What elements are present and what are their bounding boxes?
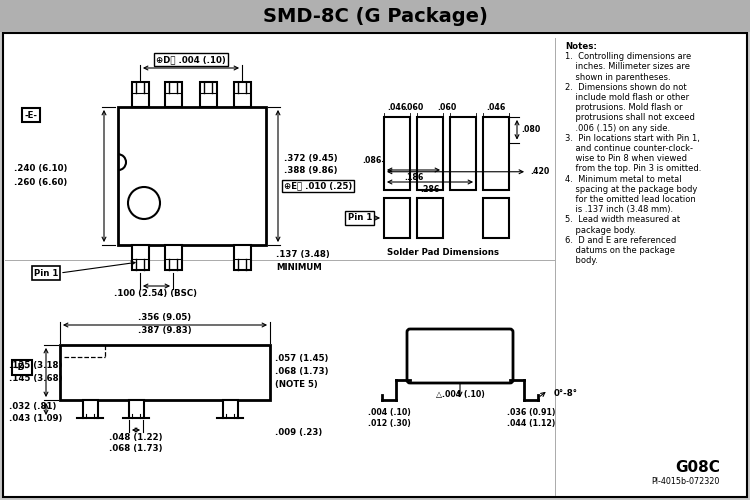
Text: wise to Pin 8 when viewed: wise to Pin 8 when viewed xyxy=(565,154,687,163)
Bar xyxy=(483,117,509,190)
Text: .100 (2.54) (BSC): .100 (2.54) (BSC) xyxy=(115,289,197,298)
Bar xyxy=(417,117,443,190)
Text: shown in parentheses.: shown in parentheses. xyxy=(565,72,670,82)
Text: 2.  Dimensions shown do not: 2. Dimensions shown do not xyxy=(565,83,687,92)
Bar xyxy=(450,117,476,190)
Text: .137 (3.48): .137 (3.48) xyxy=(276,250,330,260)
Bar xyxy=(83,400,98,418)
Text: Pin 1: Pin 1 xyxy=(34,268,58,278)
Text: .240 (6.10): .240 (6.10) xyxy=(14,164,68,173)
Text: PI-4015b-072320: PI-4015b-072320 xyxy=(652,478,720,486)
Bar xyxy=(234,82,251,107)
Text: Notes:: Notes: xyxy=(565,42,597,51)
Text: MINIMUM: MINIMUM xyxy=(276,262,322,272)
Text: (NOTE 5): (NOTE 5) xyxy=(275,380,318,389)
Text: package body.: package body. xyxy=(565,226,636,234)
Text: .387 (9.83): .387 (9.83) xyxy=(138,326,192,335)
Text: from the top. Pin 3 is omitted.: from the top. Pin 3 is omitted. xyxy=(565,164,701,173)
Text: .372 (9.45): .372 (9.45) xyxy=(284,154,338,162)
Text: .080: .080 xyxy=(521,126,540,134)
Text: .046: .046 xyxy=(486,103,506,112)
Bar xyxy=(483,198,509,238)
Text: .420: .420 xyxy=(530,167,549,176)
FancyBboxPatch shape xyxy=(407,329,513,383)
Text: is .137 inch (3.48 mm).: is .137 inch (3.48 mm). xyxy=(565,205,674,214)
Text: 3.  Pin locations start with Pin 1,: 3. Pin locations start with Pin 1, xyxy=(565,134,700,143)
Text: 5.  Lead width measured at: 5. Lead width measured at xyxy=(565,216,680,224)
Bar xyxy=(384,117,410,190)
Bar xyxy=(165,82,182,107)
Text: .060: .060 xyxy=(404,103,423,112)
Text: Pin 1: Pin 1 xyxy=(347,214,372,222)
Bar xyxy=(132,245,149,270)
Bar xyxy=(118,107,266,245)
Text: .125 (3.18): .125 (3.18) xyxy=(9,361,62,370)
Text: .068 (1.73): .068 (1.73) xyxy=(110,444,163,453)
Text: 4.  Minimum metal to metal: 4. Minimum metal to metal xyxy=(565,174,682,184)
Text: for the omitted lead location: for the omitted lead location xyxy=(565,195,696,204)
Text: -D-: -D- xyxy=(15,363,29,372)
Text: .286: .286 xyxy=(420,185,440,194)
Bar xyxy=(132,82,149,107)
Text: .145 (3.68): .145 (3.68) xyxy=(9,374,62,383)
Text: .043 (1.09): .043 (1.09) xyxy=(9,414,62,422)
Text: .068 (1.73): .068 (1.73) xyxy=(275,367,328,376)
Bar xyxy=(223,400,238,418)
Bar xyxy=(384,198,410,238)
Text: .006 (.15) on any side.: .006 (.15) on any side. xyxy=(565,124,670,132)
Bar xyxy=(234,245,251,270)
Text: protrusions shall not exceed: protrusions shall not exceed xyxy=(565,114,694,122)
Text: 1.  Controlling dimensions are: 1. Controlling dimensions are xyxy=(565,52,692,61)
Text: G08C: G08C xyxy=(675,460,720,475)
Text: inches. Millimeter sizes are: inches. Millimeter sizes are xyxy=(565,62,690,72)
Bar xyxy=(165,245,182,270)
Text: .032 (.81): .032 (.81) xyxy=(9,402,56,410)
Text: protrusions. Mold flash or: protrusions. Mold flash or xyxy=(565,103,682,112)
Text: ⊕EⓈ .010 (.25): ⊕EⓈ .010 (.25) xyxy=(284,182,352,190)
Text: .356 (9.05): .356 (9.05) xyxy=(139,313,191,322)
Bar xyxy=(200,82,217,107)
Text: 0°-8°: 0°-8° xyxy=(554,390,578,398)
Text: include mold flash or other: include mold flash or other xyxy=(565,93,689,102)
Bar xyxy=(417,198,443,238)
Text: 6.  D and E are referenced: 6. D and E are referenced xyxy=(565,236,676,245)
Text: .388 (9.86): .388 (9.86) xyxy=(284,166,338,175)
Text: and continue counter-clock-: and continue counter-clock- xyxy=(565,144,693,153)
Text: .048 (1.22): .048 (1.22) xyxy=(110,433,163,442)
Text: .057 (1.45): .057 (1.45) xyxy=(275,354,328,363)
Bar xyxy=(60,345,270,400)
Text: Solder Pad Dimensions: Solder Pad Dimensions xyxy=(387,248,499,257)
Text: .086: .086 xyxy=(363,156,382,166)
Text: -E-: -E- xyxy=(25,110,38,120)
Text: .009 (.23): .009 (.23) xyxy=(275,428,322,438)
Text: △.004 (.10): △.004 (.10) xyxy=(436,390,484,399)
Text: .036 (0.91): .036 (0.91) xyxy=(507,408,555,417)
Text: ⊕DⓈ .004 (.10): ⊕DⓈ .004 (.10) xyxy=(156,55,226,64)
Text: .186: .186 xyxy=(404,173,423,182)
Text: .044 (1.12): .044 (1.12) xyxy=(507,419,555,428)
Text: datums on the package: datums on the package xyxy=(565,246,675,255)
Text: .260 (6.60): .260 (6.60) xyxy=(14,178,68,186)
Bar xyxy=(0,0,750,32)
Text: .060: .060 xyxy=(436,103,456,112)
Text: body.: body. xyxy=(565,256,598,265)
Text: SMD-8C (G Package): SMD-8C (G Package) xyxy=(262,6,488,26)
Text: .012 (.30): .012 (.30) xyxy=(368,419,410,428)
Text: .004 (.10): .004 (.10) xyxy=(368,408,410,417)
Bar xyxy=(129,400,144,418)
Text: spacing at the package body: spacing at the package body xyxy=(565,185,698,194)
Text: .046: .046 xyxy=(387,103,406,112)
